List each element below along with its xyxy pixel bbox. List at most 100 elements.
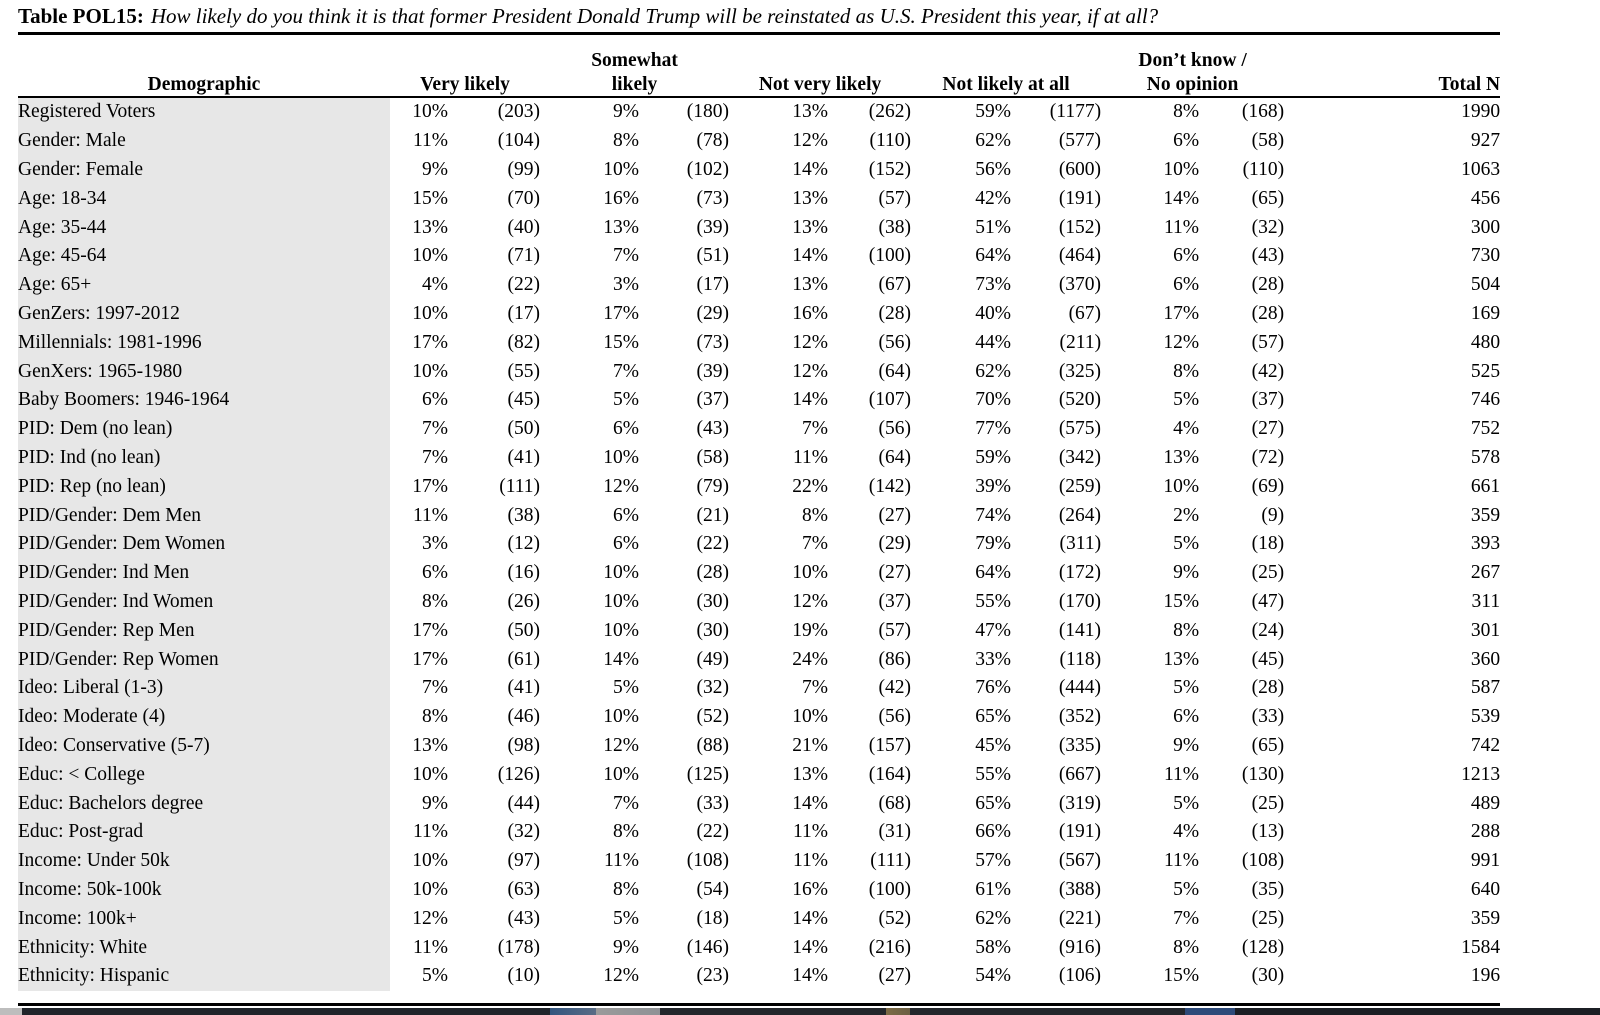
cell-count: (31)	[878, 821, 912, 843]
cell-count: (107)	[868, 389, 912, 411]
cell-count: (27)	[878, 504, 912, 526]
row-label: Baby Boomers: 1946-1964	[18, 385, 390, 415]
row-label: Income: Under 50k	[18, 846, 390, 876]
cell-pct: 65%	[975, 792, 1012, 814]
cell-pct: 14%	[792, 389, 829, 411]
cell-count: (22)	[696, 533, 730, 555]
table-header: Demographic Very likely Somewhat likely …	[18, 35, 1501, 98]
cell-pct: 8%	[1173, 936, 1200, 958]
cell-count: (125)	[686, 763, 730, 785]
cell-count: (45)	[507, 389, 541, 411]
cell-count: (71)	[507, 245, 541, 267]
header-row: Demographic Very likely Somewhat likely …	[18, 35, 1501, 98]
cell-count: (29)	[696, 302, 730, 324]
cell-total-n: 752	[1470, 418, 1501, 440]
cell-count: (64)	[878, 360, 912, 382]
table-row: Ethnicity: Hispanic 5% (10) 12% (23) 14%…	[18, 961, 1500, 991]
cell-pct: 13%	[412, 734, 448, 756]
column-header-total-n: Total N	[1284, 35, 1501, 98]
cell-count: (37)	[878, 590, 912, 612]
cell-pct: 17%	[412, 648, 448, 670]
cell-count: (49)	[696, 648, 730, 670]
cell-pct: 15%	[603, 331, 640, 353]
cell-count: (78)	[696, 130, 730, 152]
cell-pct: 15%	[1163, 590, 1200, 612]
cell-pct: 10%	[412, 878, 448, 900]
table-row: PID/Gender: Rep Men 17% (50) 10% (30) 19…	[18, 616, 1500, 646]
cell-pct: 13%	[1163, 648, 1200, 670]
cell-count: (56)	[878, 706, 912, 728]
table-row: PID: Dem (no lean) 7% (50) 6% (43) 7% (5…	[18, 414, 1501, 444]
cell-count: (43)	[696, 418, 730, 440]
cell-count: (97)	[507, 850, 541, 872]
cell-count: (54)	[696, 878, 730, 900]
cell-pct: 64%	[975, 245, 1012, 267]
cell-pct: 61%	[975, 878, 1012, 900]
cell-pct: 57%	[975, 850, 1012, 872]
cell-pct: 8%	[422, 706, 448, 728]
cell-pct: 15%	[412, 187, 448, 209]
column-header-label: No opinion	[1146, 73, 1239, 95]
cell-pct: 5%	[1173, 792, 1200, 814]
table-row: Gender: Female 9% (99) 10% (102) 14% (15…	[18, 155, 1500, 185]
table-row: PID: Ind (no lean) 7% (41) 10% (58) 11% …	[18, 443, 1500, 473]
cell-pct: 5%	[422, 965, 448, 987]
cell-count: (370)	[1058, 274, 1102, 296]
cell-pct: 11%	[793, 850, 829, 872]
cell-pct: 66%	[975, 821, 1012, 843]
cell-count: (29)	[878, 533, 912, 555]
table-body: Registered Voters 10% (203) 9% (180) 13%…	[18, 97, 1500, 991]
cell-pct: 56%	[975, 158, 1012, 180]
cell-count: (26)	[507, 590, 541, 612]
row-label: PID/Gender: Rep Women	[18, 645, 390, 674]
cell-count: (28)	[878, 302, 912, 324]
cell-pct: 12%	[603, 734, 640, 756]
cell-pct: 13%	[792, 187, 829, 209]
cell-pct: 22%	[792, 475, 829, 497]
cell-pct: 6%	[1173, 274, 1200, 296]
cell-pct: 4%	[1173, 821, 1200, 843]
row-label: Age: 35-44	[18, 213, 390, 242]
table-row: Income: Under 50k 10% (97) 11% (108) 11%…	[18, 846, 1500, 876]
cell-count: (73)	[696, 187, 730, 209]
cell-pct: 10%	[412, 850, 448, 872]
cell-count: (157)	[868, 734, 912, 756]
cell-count: (23)	[696, 965, 730, 987]
cell-pct: 62%	[975, 907, 1012, 929]
cell-pct: 7%	[802, 533, 829, 555]
cell-pct: 62%	[975, 130, 1012, 152]
table-row: PID/Gender: Rep Women 17% (61) 14% (49) …	[18, 645, 1500, 674]
cell-pct: 7%	[422, 418, 448, 440]
row-label: Educ: Post-grad	[18, 817, 390, 847]
cell-pct: 3%	[613, 274, 640, 296]
cell-pct: 7%	[802, 677, 829, 699]
cell-pct: 13%	[792, 101, 829, 123]
row-label: GenXers: 1965-1980	[18, 357, 390, 386]
cell-pct: 10%	[603, 619, 640, 641]
cell-count: (69)	[1251, 475, 1285, 497]
cell-count: (45)	[1251, 648, 1285, 670]
cell-count: (221)	[1058, 907, 1102, 929]
cell-pct: 17%	[1163, 302, 1200, 324]
cell-total-n: 504	[1470, 274, 1501, 296]
cell-pct: 24%	[792, 648, 829, 670]
cell-pct: 59%	[975, 446, 1012, 468]
cell-pct: 19%	[792, 619, 829, 641]
column-header-somewhat-likely: Somewhat likely	[540, 35, 730, 98]
row-label: PID/Gender: Dem Men	[18, 501, 390, 530]
cell-count: (152)	[868, 158, 912, 180]
cell-count: (30)	[696, 590, 730, 612]
cell-pct: 7%	[613, 792, 640, 814]
cell-count: (64)	[878, 446, 912, 468]
cell-pct: 10%	[603, 763, 640, 785]
cell-count: (520)	[1058, 389, 1102, 411]
table-row: Age: 35-44 13% (40) 13% (39) 13% (38) 51…	[18, 213, 1500, 242]
cell-count: (32)	[507, 821, 541, 843]
cell-count: (79)	[696, 475, 730, 497]
cell-count: (216)	[868, 936, 912, 958]
cell-pct: 70%	[975, 389, 1012, 411]
cell-pct: 79%	[975, 533, 1012, 555]
cell-count: (99)	[507, 158, 541, 180]
cell-pct: 73%	[975, 274, 1012, 296]
table-row: Educ: Bachelors degree 9% (44) 7% (33) 1…	[18, 789, 1500, 818]
